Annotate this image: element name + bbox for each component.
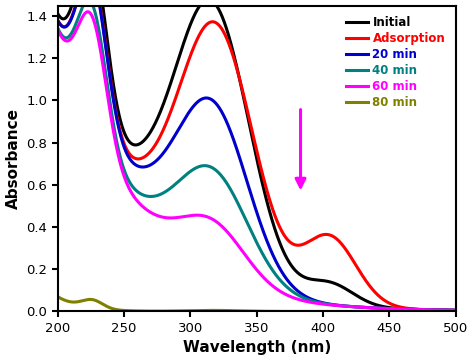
Line: 60 min: 60 min [58, 12, 456, 310]
40 min [55, 26, 61, 30]
60 min [249, 261, 255, 265]
Adsorption [453, 308, 459, 313]
X-axis label: Wavelength (nm): Wavelength (nm) [182, 340, 331, 356]
Adsorption [55, 18, 61, 22]
Adsorption [368, 286, 374, 290]
60 min [453, 308, 459, 313]
40 min [238, 207, 244, 212]
20 min [75, 0, 81, 1]
Adsorption [441, 308, 447, 312]
80 min [55, 295, 61, 299]
80 min [453, 309, 459, 314]
Initial [453, 308, 459, 313]
Adsorption [238, 82, 244, 86]
Initial [238, 83, 244, 87]
80 min [238, 309, 244, 313]
Initial [368, 301, 374, 305]
80 min [441, 309, 447, 314]
Initial [441, 308, 447, 312]
Y-axis label: Absorbance: Absorbance [6, 108, 20, 209]
40 min [442, 308, 447, 312]
60 min [368, 306, 374, 310]
Initial [55, 11, 61, 16]
60 min [441, 308, 447, 312]
20 min [238, 160, 244, 164]
40 min [85, 0, 91, 2]
40 min [75, 16, 81, 21]
40 min [441, 308, 447, 312]
60 min [238, 247, 244, 251]
Adsorption [249, 126, 255, 130]
20 min [249, 193, 255, 198]
80 min [441, 309, 447, 314]
60 min [85, 10, 91, 14]
Line: 80 min: 80 min [58, 297, 456, 312]
Adsorption [442, 308, 447, 312]
20 min [442, 308, 447, 312]
20 min [453, 308, 459, 313]
60 min [55, 27, 61, 31]
20 min [55, 18, 61, 22]
Line: 40 min: 40 min [58, 0, 456, 310]
80 min [248, 309, 254, 313]
Legend: Initial, Adsorption, 20 min, 40 min, 60 min, 80 min: Initial, Adsorption, 20 min, 40 min, 60 … [342, 12, 450, 114]
40 min [249, 230, 255, 234]
20 min [368, 306, 374, 310]
Line: Initial: Initial [58, 0, 456, 310]
80 min [368, 309, 374, 314]
20 min [441, 308, 447, 312]
Initial [442, 308, 447, 312]
40 min [368, 306, 374, 310]
60 min [442, 308, 447, 312]
60 min [75, 24, 81, 29]
Line: Adsorption: Adsorption [58, 0, 456, 310]
80 min [75, 300, 81, 304]
Initial [249, 132, 255, 136]
40 min [453, 308, 459, 313]
Line: 20 min: 20 min [58, 0, 456, 310]
